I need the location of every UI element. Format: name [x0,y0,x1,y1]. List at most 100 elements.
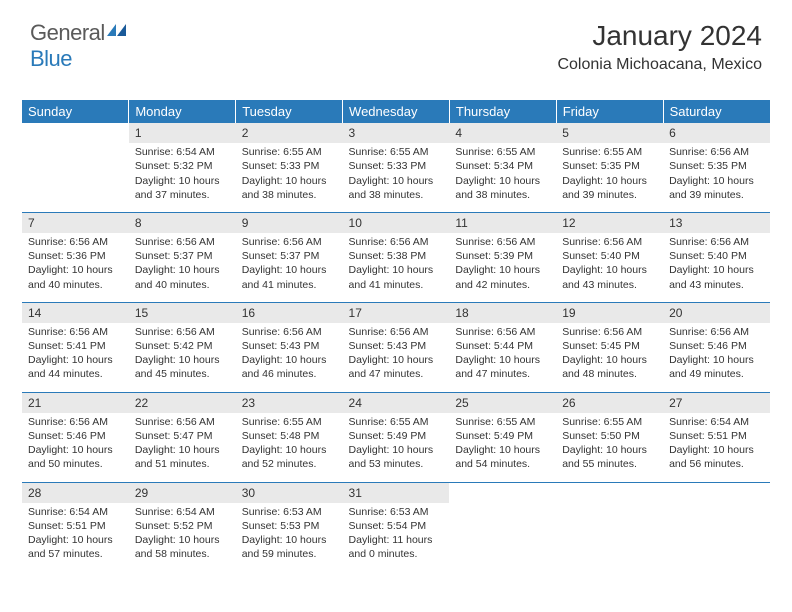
daylight-text: Daylight: 10 hours and 39 minutes. [562,174,657,202]
location: Colonia Michoacana, Mexico [557,56,762,74]
sunset-text: Sunset: 5:43 PM [349,339,444,353]
sunset-text: Sunset: 5:51 PM [28,519,123,533]
sunset-text: Sunset: 5:39 PM [455,249,550,263]
daylight-text: Daylight: 10 hours and 38 minutes. [349,174,444,202]
calendar-cell: 7Sunrise: 6:56 AMSunset: 5:36 PMDaylight… [22,212,129,302]
sunset-text: Sunset: 5:35 PM [669,159,764,173]
day-number: 12 [556,213,663,233]
sunrise-text: Sunrise: 6:56 AM [28,235,123,249]
day-content: Sunrise: 6:56 AMSunset: 5:39 PMDaylight:… [449,233,556,302]
sunset-text: Sunset: 5:47 PM [135,429,230,443]
day-content: Sunrise: 6:56 AMSunset: 5:46 PMDaylight:… [22,413,129,482]
sunset-text: Sunset: 5:54 PM [349,519,444,533]
calendar-cell: 14Sunrise: 6:56 AMSunset: 5:41 PMDayligh… [22,302,129,392]
day-content: Sunrise: 6:55 AMSunset: 5:33 PMDaylight:… [343,143,450,212]
daylight-text: Daylight: 10 hours and 47 minutes. [349,353,444,381]
sunset-text: Sunset: 5:38 PM [349,249,444,263]
day-number: 7 [22,213,129,233]
sunset-text: Sunset: 5:40 PM [669,249,764,263]
calendar-cell-empty [22,123,129,212]
day-content: Sunrise: 6:54 AMSunset: 5:51 PMDaylight:… [663,413,770,482]
sunrise-text: Sunrise: 6:56 AM [669,235,764,249]
day-number: 4 [449,123,556,143]
calendar-cell: 5Sunrise: 6:55 AMSunset: 5:35 PMDaylight… [556,123,663,212]
calendar-cell: 26Sunrise: 6:55 AMSunset: 5:50 PMDayligh… [556,392,663,482]
sunset-text: Sunset: 5:35 PM [562,159,657,173]
daylight-text: Daylight: 10 hours and 42 minutes. [455,263,550,291]
day-content: Sunrise: 6:56 AMSunset: 5:41 PMDaylight:… [22,323,129,392]
day-content: Sunrise: 6:56 AMSunset: 5:44 PMDaylight:… [449,323,556,392]
calendar-row: 7Sunrise: 6:56 AMSunset: 5:36 PMDaylight… [22,212,770,302]
calendar-cell: 30Sunrise: 6:53 AMSunset: 5:53 PMDayligh… [236,482,343,571]
sunrise-text: Sunrise: 6:55 AM [455,415,550,429]
day-content: Sunrise: 6:56 AMSunset: 5:37 PMDaylight:… [236,233,343,302]
weekday-header: Friday [556,100,663,123]
calendar-cell: 9Sunrise: 6:56 AMSunset: 5:37 PMDaylight… [236,212,343,302]
sunrise-text: Sunrise: 6:56 AM [349,235,444,249]
sunset-text: Sunset: 5:33 PM [242,159,337,173]
sunset-text: Sunset: 5:41 PM [28,339,123,353]
calendar-row: 21Sunrise: 6:56 AMSunset: 5:46 PMDayligh… [22,392,770,482]
sunrise-text: Sunrise: 6:56 AM [242,325,337,339]
daylight-text: Daylight: 10 hours and 46 minutes. [242,353,337,381]
daylight-text: Daylight: 10 hours and 51 minutes. [135,443,230,471]
sunrise-text: Sunrise: 6:56 AM [455,325,550,339]
sunset-text: Sunset: 5:49 PM [455,429,550,443]
daylight-text: Daylight: 10 hours and 58 minutes. [135,533,230,561]
day-number: 31 [343,483,450,503]
sunrise-text: Sunrise: 6:56 AM [562,325,657,339]
daylight-text: Daylight: 10 hours and 38 minutes. [455,174,550,202]
day-content: Sunrise: 6:55 AMSunset: 5:35 PMDaylight:… [556,143,663,212]
sunrise-text: Sunrise: 6:53 AM [349,505,444,519]
weekday-header-row: Sunday Monday Tuesday Wednesday Thursday… [22,100,770,123]
calendar-row: 14Sunrise: 6:56 AMSunset: 5:41 PMDayligh… [22,302,770,392]
calendar-cell: 23Sunrise: 6:55 AMSunset: 5:48 PMDayligh… [236,392,343,482]
daylight-text: Daylight: 10 hours and 49 minutes. [669,353,764,381]
sunrise-text: Sunrise: 6:54 AM [135,145,230,159]
sunrise-text: Sunrise: 6:55 AM [562,415,657,429]
calendar-cell-empty [663,482,770,571]
calendar-cell: 19Sunrise: 6:56 AMSunset: 5:45 PMDayligh… [556,302,663,392]
daylight-text: Daylight: 10 hours and 40 minutes. [135,263,230,291]
sunrise-text: Sunrise: 6:55 AM [242,145,337,159]
sunrise-text: Sunrise: 6:55 AM [455,145,550,159]
logo: General Blue [30,20,127,72]
daylight-text: Daylight: 10 hours and 47 minutes. [455,353,550,381]
day-content: Sunrise: 6:56 AMSunset: 5:36 PMDaylight:… [22,233,129,302]
calendar-cell: 1Sunrise: 6:54 AMSunset: 5:32 PMDaylight… [129,123,236,212]
day-number: 6 [663,123,770,143]
page-header: January 2024 Colonia Michoacana, Mexico [557,20,762,74]
calendar-cell: 15Sunrise: 6:56 AMSunset: 5:42 PMDayligh… [129,302,236,392]
day-number: 29 [129,483,236,503]
month-title: January 2024 [557,20,762,52]
calendar-cell: 27Sunrise: 6:54 AMSunset: 5:51 PMDayligh… [663,392,770,482]
sunrise-text: Sunrise: 6:56 AM [669,325,764,339]
day-number: 11 [449,213,556,233]
day-content: Sunrise: 6:56 AMSunset: 5:40 PMDaylight:… [663,233,770,302]
sunrise-text: Sunrise: 6:54 AM [135,505,230,519]
calendar-cell-empty [449,482,556,571]
day-number: 27 [663,393,770,413]
sunset-text: Sunset: 5:48 PM [242,429,337,443]
daylight-text: Daylight: 10 hours and 57 minutes. [28,533,123,561]
logo-icon [107,24,127,40]
day-content: Sunrise: 6:56 AMSunset: 5:46 PMDaylight:… [663,323,770,392]
daylight-text: Daylight: 10 hours and 39 minutes. [669,174,764,202]
day-content: Sunrise: 6:54 AMSunset: 5:51 PMDaylight:… [22,503,129,572]
sunrise-text: Sunrise: 6:55 AM [349,145,444,159]
weekday-header: Monday [129,100,236,123]
sunrise-text: Sunrise: 6:56 AM [135,325,230,339]
calendar-cell: 22Sunrise: 6:56 AMSunset: 5:47 PMDayligh… [129,392,236,482]
sunset-text: Sunset: 5:50 PM [562,429,657,443]
sunrise-text: Sunrise: 6:53 AM [242,505,337,519]
calendar-row: 28Sunrise: 6:54 AMSunset: 5:51 PMDayligh… [22,482,770,571]
calendar-row: 1Sunrise: 6:54 AMSunset: 5:32 PMDaylight… [22,123,770,212]
day-content: Sunrise: 6:56 AMSunset: 5:42 PMDaylight:… [129,323,236,392]
day-content: Sunrise: 6:56 AMSunset: 5:35 PMDaylight:… [663,143,770,212]
sunrise-text: Sunrise: 6:56 AM [28,325,123,339]
day-content: Sunrise: 6:55 AMSunset: 5:50 PMDaylight:… [556,413,663,482]
day-number: 5 [556,123,663,143]
day-number: 1 [129,123,236,143]
daylight-text: Daylight: 10 hours and 52 minutes. [242,443,337,471]
day-content: Sunrise: 6:56 AMSunset: 5:38 PMDaylight:… [343,233,450,302]
